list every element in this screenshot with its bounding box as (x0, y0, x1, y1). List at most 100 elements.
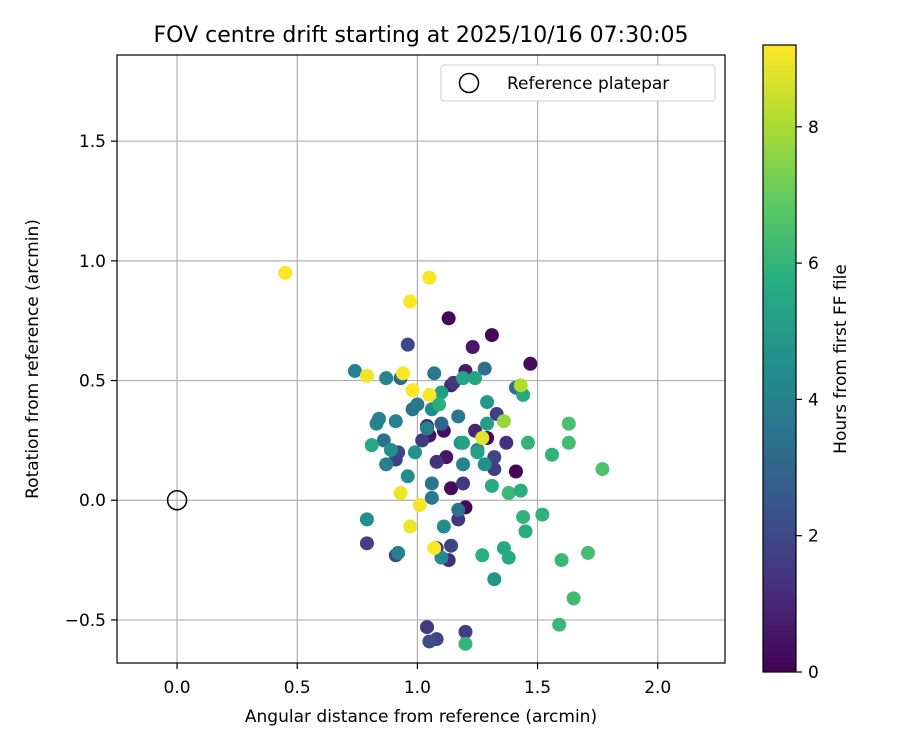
data-point (554, 553, 569, 568)
colorbar-ticks: 0 2 4 6 8 (796, 118, 819, 683)
data-point (595, 462, 610, 477)
data-point (470, 445, 485, 460)
data-point (395, 366, 410, 381)
data-point (513, 483, 528, 498)
data-point (477, 457, 492, 472)
colorbar-gradient (762, 44, 797, 673)
data-point (520, 435, 535, 450)
data-point (444, 538, 459, 553)
data-point (487, 450, 502, 465)
x-tick-label: 0.0 (164, 678, 191, 698)
legend-label-reference: Reference platepar (507, 74, 669, 94)
data-point (480, 395, 495, 410)
y-tick-label: 0.5 (79, 372, 106, 392)
data-point (412, 498, 427, 513)
data-point (523, 356, 538, 371)
colorbar-tick-label: 0 (808, 663, 819, 683)
grid (117, 55, 725, 663)
x-axis-ticks: 0.0 0.5 1.0 1.5 2.0 (164, 663, 671, 698)
data-point (359, 512, 374, 527)
data-point (468, 371, 483, 386)
data-point (403, 519, 418, 534)
data-point (278, 265, 293, 280)
data-point (477, 361, 492, 376)
x-tick-label: 0.5 (284, 678, 311, 698)
data-point (388, 414, 403, 429)
data-point (359, 536, 374, 551)
data-point (379, 371, 394, 386)
data-point (501, 486, 516, 501)
data-point (364, 438, 379, 453)
data-point (424, 490, 439, 505)
plot-frame (116, 54, 726, 664)
x-tick-label: 2.0 (644, 678, 671, 698)
data-point (434, 416, 449, 431)
data-point (436, 519, 451, 534)
y-tick-label: 1.0 (79, 252, 106, 272)
data-point (420, 620, 435, 635)
data-point (422, 270, 437, 285)
data-point (484, 328, 499, 343)
data-point (451, 409, 466, 424)
data-point (566, 591, 581, 606)
data-point (458, 636, 473, 651)
data-point (379, 457, 394, 472)
data-point (484, 478, 499, 493)
y-tick-label: 0.0 (79, 491, 106, 511)
data-point (475, 430, 490, 445)
data-points (278, 265, 610, 651)
data-point (427, 366, 442, 381)
data-point (561, 416, 576, 431)
data-point (422, 387, 437, 402)
data-point (434, 550, 449, 565)
data-point (544, 447, 559, 462)
data-point (393, 486, 408, 501)
data-point (561, 435, 576, 450)
data-point (487, 572, 502, 587)
data-point (475, 548, 490, 563)
data-point (499, 435, 514, 450)
data-point (508, 464, 523, 479)
data-point (432, 397, 447, 412)
data-point (496, 414, 511, 429)
data-point (458, 624, 473, 639)
data-point (422, 634, 437, 649)
x-tick-label: 1.0 (404, 678, 431, 698)
data-point (429, 454, 444, 469)
data-point (513, 378, 528, 393)
data-point (369, 416, 384, 431)
data-point (427, 541, 442, 556)
y-tick-label: 1.5 (79, 132, 106, 152)
data-point (444, 481, 459, 496)
data-point (420, 421, 435, 436)
data-point (391, 545, 406, 560)
data-point (424, 476, 439, 491)
data-point (451, 512, 466, 527)
data-point (347, 363, 362, 378)
chart-title: FOV centre drift starting at 2025/10/16 … (154, 23, 689, 48)
colorbar-label: Hours from first FF file (831, 264, 851, 454)
data-point (403, 294, 418, 309)
data-point (405, 383, 420, 398)
colorbar-tick-label: 6 (808, 254, 819, 274)
data-point (456, 371, 471, 386)
data-point (383, 442, 398, 457)
data-point (376, 433, 391, 448)
data-point (359, 368, 374, 383)
y-axis-ticks: −0.5 0.0 0.5 1.0 1.5 (65, 132, 117, 631)
data-point (400, 337, 415, 352)
colorbar-tick-label: 8 (808, 118, 819, 138)
data-point (407, 445, 422, 460)
legend-marker-reference (458, 72, 480, 94)
data-point (501, 550, 516, 565)
legend-box (440, 64, 716, 102)
data-point (552, 617, 567, 632)
data-point (400, 469, 415, 484)
x-axis-label: Angular distance from reference (arcmin) (245, 707, 597, 727)
x-tick-label: 1.5 (524, 678, 551, 698)
colorbar-tick-label: 2 (808, 527, 819, 547)
data-point (441, 311, 456, 326)
data-point (410, 397, 425, 412)
